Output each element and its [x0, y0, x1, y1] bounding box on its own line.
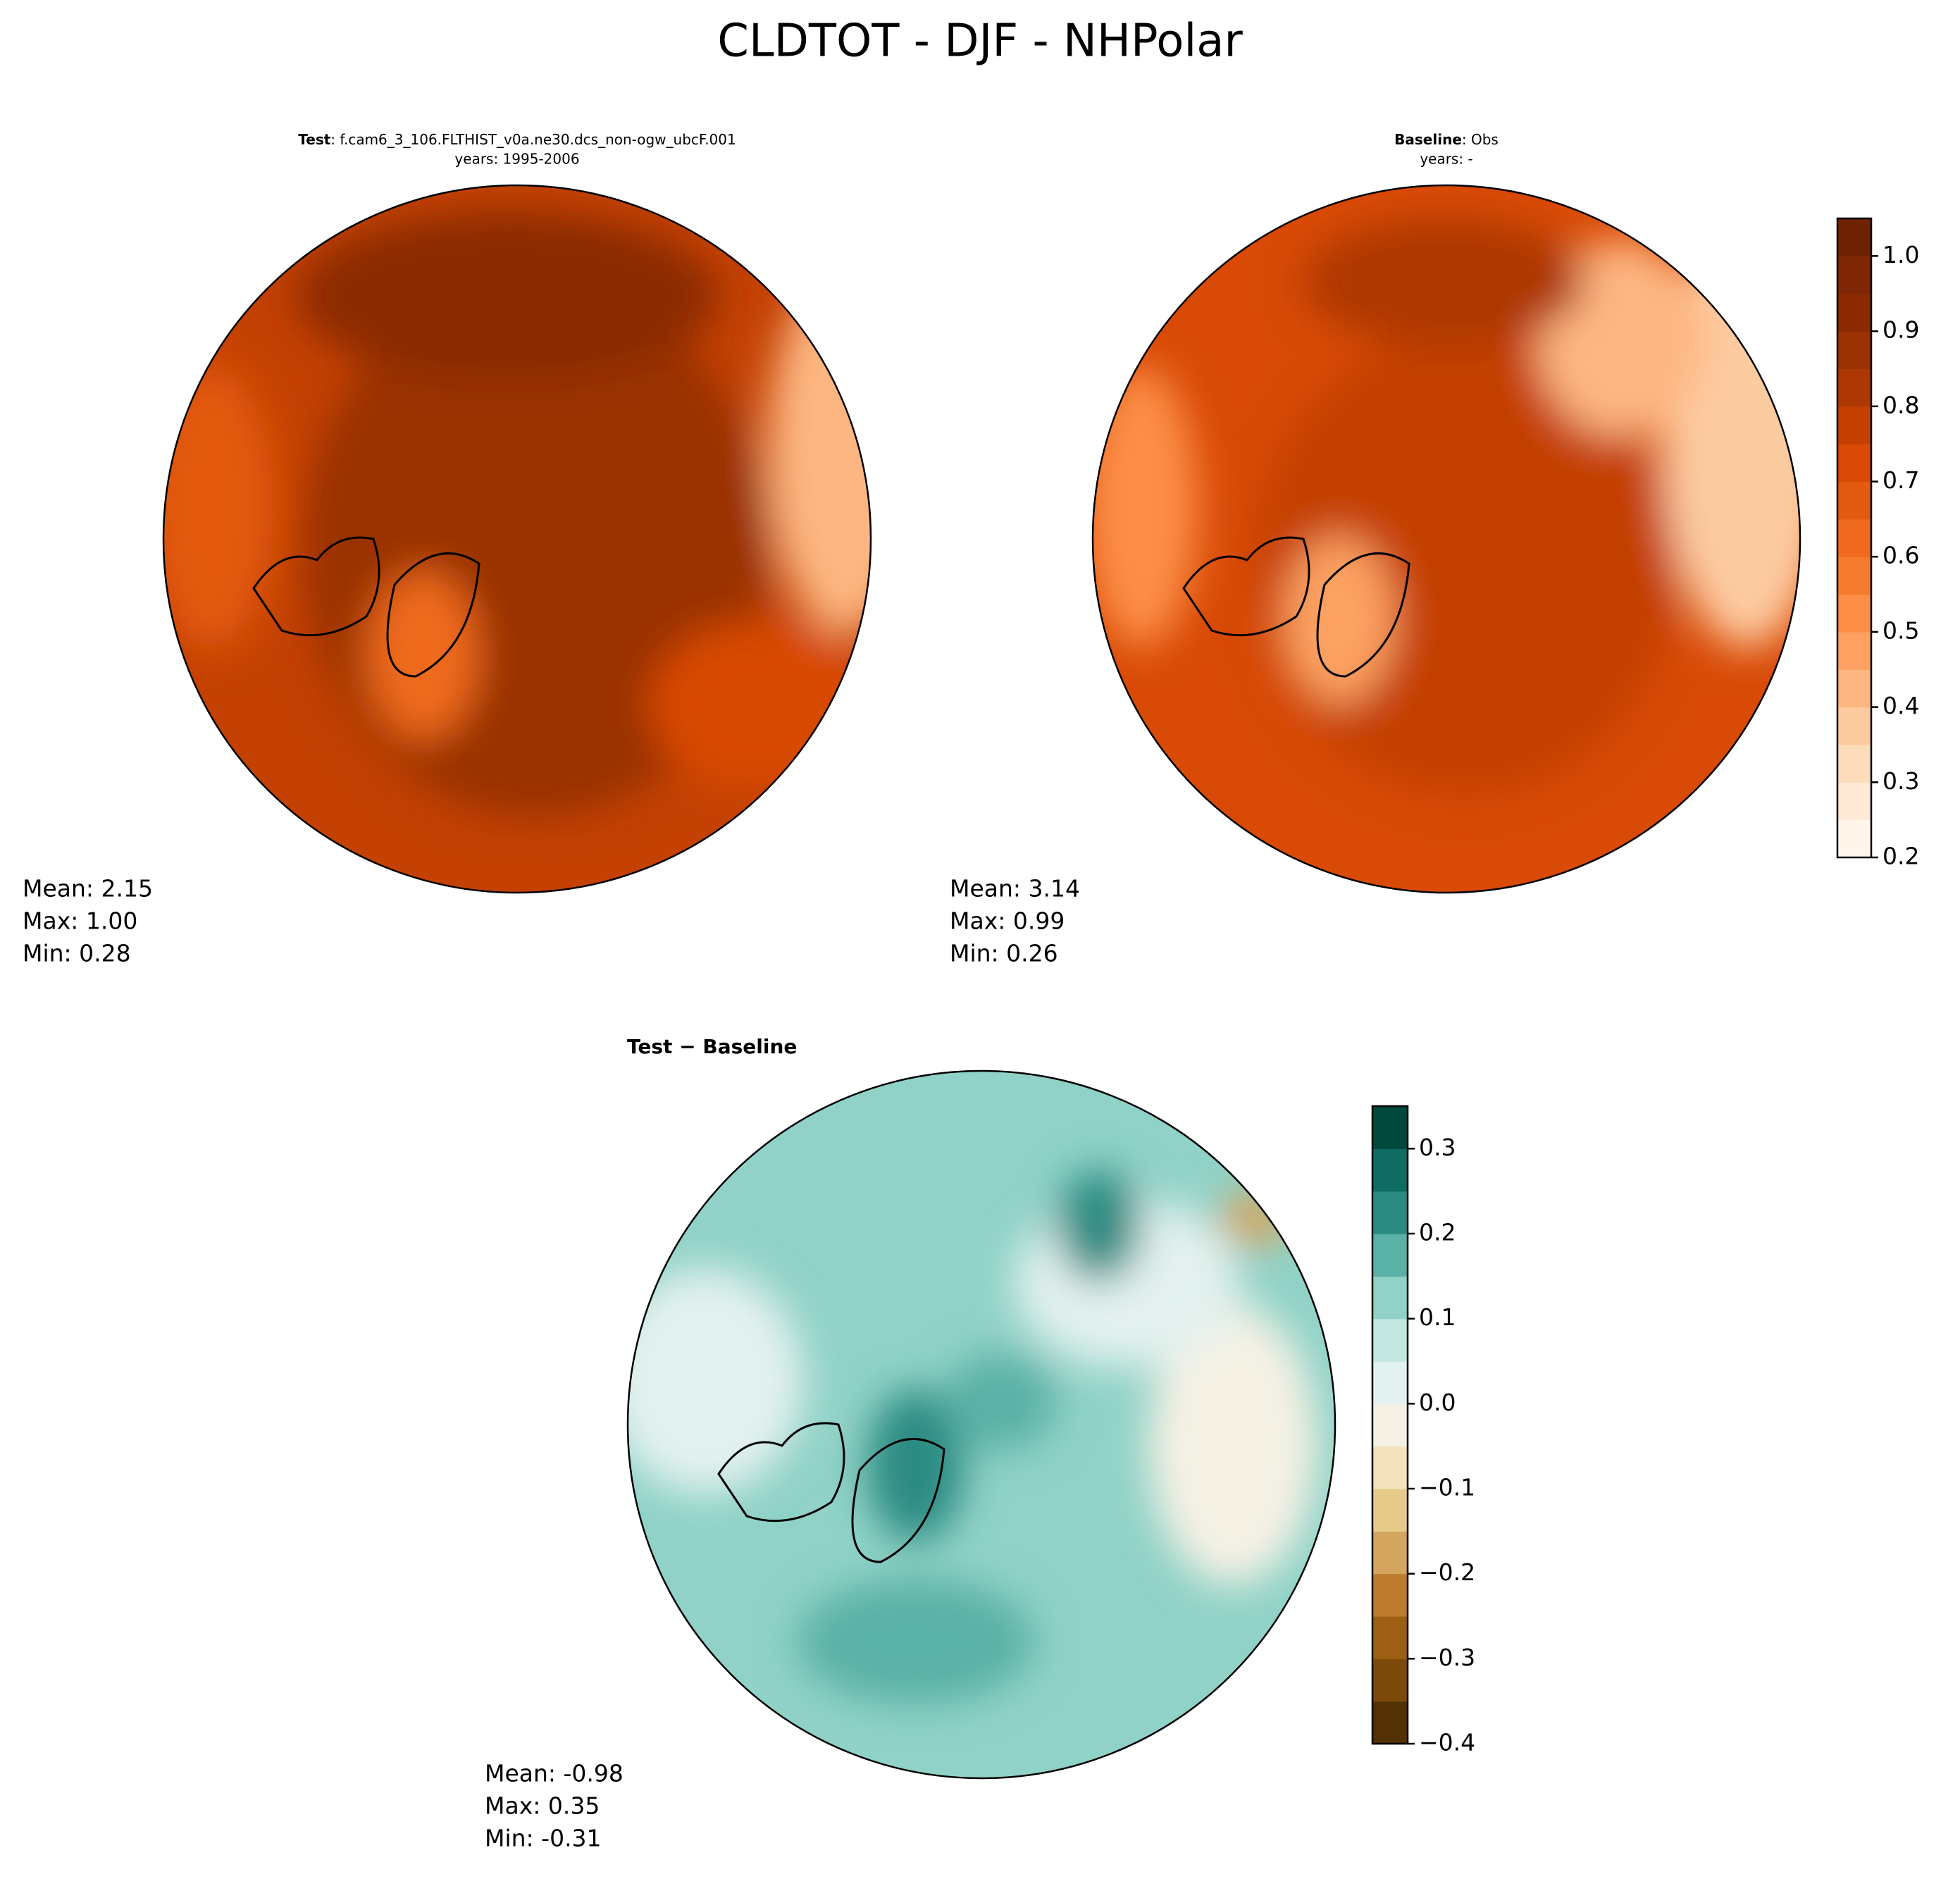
color-band [1837, 519, 1871, 557]
color-band [1372, 1489, 1408, 1532]
tick-label: 0.2 [1419, 1219, 1456, 1246]
color-band [1372, 1658, 1408, 1702]
tick-label: −0.1 [1419, 1474, 1475, 1501]
tick-label: −0.2 [1419, 1558, 1475, 1586]
color-band [1837, 669, 1871, 708]
map-field [163, 185, 871, 893]
color-band [1837, 631, 1871, 670]
color-band [1837, 594, 1871, 633]
color-band [1837, 444, 1871, 483]
panel-title-rest: : f.cam6_3_106.FLTHIST_v0a.ne30.dcs_non-… [330, 131, 736, 148]
color-band [1837, 782, 1871, 821]
color-band [1372, 1191, 1408, 1234]
stat-line: Mean: -0.98 [485, 1760, 624, 1787]
tick-label: 0.2 [1883, 843, 1919, 870]
panel-title-rest: : Obs [1462, 131, 1499, 148]
color-band [1372, 1701, 1408, 1744]
tick-label: −0.4 [1419, 1729, 1475, 1756]
panel-subtitle: years: 1995-2006 [454, 151, 579, 168]
color-band [1837, 557, 1871, 595]
color-band [1372, 1573, 1408, 1617]
color-band [1372, 1361, 1408, 1404]
tick-label: 1.0 [1883, 241, 1919, 268]
stat-line: Mean: 2.15 [23, 875, 153, 903]
coastline [1182, 536, 1410, 678]
stat-line: Max: 0.99 [950, 907, 1065, 935]
color-band [1837, 293, 1871, 332]
tick-label: 0.4 [1883, 692, 1919, 719]
tick-label: 0.1 [1419, 1303, 1456, 1331]
stat-line: Min: 0.26 [950, 940, 1058, 967]
stat-line: Max: 1.00 [23, 907, 137, 935]
color-band [1837, 481, 1871, 520]
stat-line: Mean: 3.14 [950, 875, 1080, 903]
panel-subtitle: years: - [1420, 151, 1472, 168]
color-band [1837, 707, 1871, 745]
color-band [1837, 368, 1871, 407]
color-band [1837, 331, 1871, 370]
tick-label: 0.0 [1419, 1389, 1456, 1416]
tick-label: 0.7 [1883, 466, 1919, 494]
tick-label: 0.8 [1883, 391, 1919, 418]
panel-title: Baseline: Obs [1394, 131, 1499, 148]
color-band [1372, 1148, 1408, 1192]
figure-title: CLDTOT - DJF - NHPolar [717, 15, 1243, 68]
stat-line: Max: 0.35 [485, 1792, 600, 1820]
tick-label: 0.3 [1419, 1134, 1456, 1161]
colorbar-frame [1371, 1105, 1409, 1745]
colorbar-frame [1836, 217, 1873, 859]
color-band [1837, 744, 1871, 783]
color-band [1837, 256, 1871, 294]
tick-label: 0.3 [1883, 767, 1919, 795]
color-band [1372, 1531, 1408, 1575]
color-band [1837, 406, 1871, 445]
color-band [1837, 819, 1871, 858]
map-boundary [162, 184, 872, 894]
panel-title: Test: f.cam6_3_106.FLTHIST_v0a.ne30.dcs_… [298, 131, 736, 148]
panel-title-bold: Baseline [1394, 131, 1462, 148]
stat-line: Min: 0.28 [23, 940, 131, 967]
tick-label: 0.9 [1883, 316, 1919, 344]
tick-label: 0.5 [1883, 616, 1919, 644]
panel-title: Test − Baseline [627, 1035, 797, 1058]
color-band [1837, 218, 1871, 256]
coastline [717, 1422, 945, 1563]
color-band [1372, 1234, 1408, 1277]
tick-label: 0.6 [1883, 542, 1919, 569]
coastline [252, 536, 480, 678]
panel-title-bold: Test [298, 131, 330, 148]
stat-line: Min: -0.31 [485, 1825, 602, 1852]
color-band [1372, 1616, 1408, 1659]
color-band [1372, 1318, 1408, 1362]
tick-label: −0.3 [1419, 1644, 1475, 1671]
panel-title-bold: Test − Baseline [627, 1035, 797, 1058]
map-field [1093, 185, 1800, 893]
map-boundary [1091, 184, 1801, 894]
color-band [1372, 1276, 1408, 1320]
color-band [1372, 1403, 1408, 1447]
color-band [1372, 1446, 1408, 1489]
map-field [628, 1071, 1335, 1778]
map-boundary [626, 1069, 1336, 1780]
color-band [1372, 1106, 1408, 1149]
